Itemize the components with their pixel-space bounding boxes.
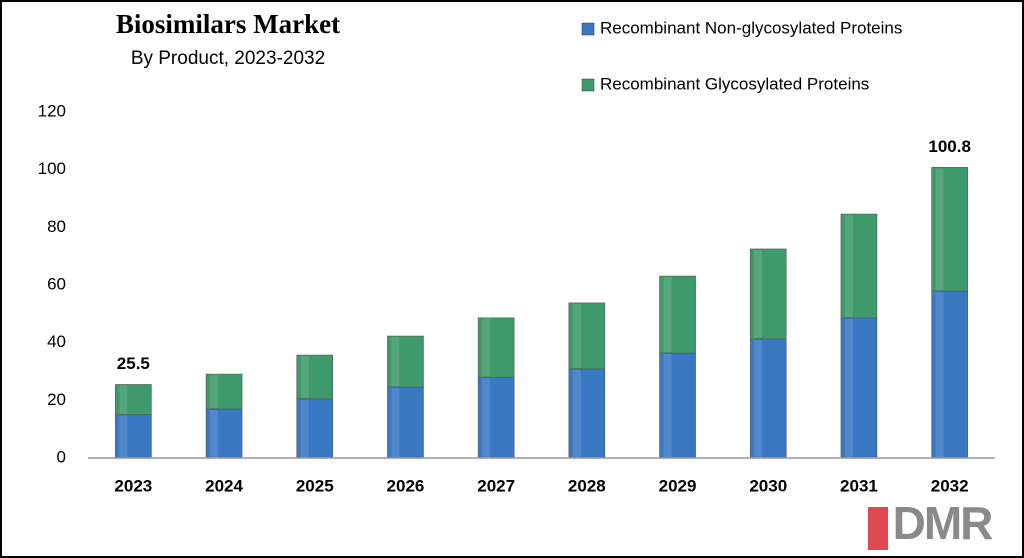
legend-label: Recombinant Non-glycosylated Proteins — [600, 18, 902, 37]
y-tick-label: 100 — [38, 159, 66, 178]
bar-shine — [935, 292, 944, 457]
chart-title: Biosimilars Market — [116, 9, 340, 39]
bar-segment — [477, 376, 515, 459]
bar-shine — [300, 399, 309, 457]
bar-shine — [482, 378, 491, 457]
bar-shine — [935, 168, 944, 291]
bar-shine — [663, 354, 672, 457]
bar-shine — [754, 249, 763, 338]
bar-shine — [210, 375, 219, 408]
bar-segment — [205, 373, 243, 410]
bar-shine — [300, 356, 309, 398]
logo: DMR — [893, 497, 994, 549]
x-tick-label: 2027 — [477, 476, 515, 495]
bar-segment — [387, 386, 424, 459]
x-tick-label: 2028 — [568, 476, 606, 495]
bar-segment — [659, 352, 696, 459]
x-tick-label: 2024 — [205, 476, 243, 495]
y-tick-label: 20 — [47, 390, 66, 409]
chart-subtitle: By Product, 2023-2032 — [131, 48, 325, 69]
bar-shine — [572, 303, 581, 368]
bar-segment — [387, 335, 424, 388]
bar-segment — [115, 384, 152, 416]
bar-segment — [840, 213, 878, 319]
legend-swatch — [581, 78, 595, 92]
x-tick-label: 2025 — [296, 476, 334, 495]
bar-shine — [572, 369, 581, 457]
bar-segment — [568, 368, 606, 459]
x-tick-label: 2032 — [931, 476, 969, 495]
bar-shine — [844, 318, 853, 457]
bar-shine — [119, 415, 128, 457]
bar-segment — [749, 248, 787, 340]
bar-shine — [119, 385, 128, 414]
bar-segment — [659, 275, 696, 354]
bar-shine — [210, 409, 219, 457]
x-tick-label: 2031 — [840, 476, 878, 495]
y-tick-label: 120 — [38, 101, 66, 120]
x-tick-label: 2029 — [659, 476, 697, 495]
legend-label: Recombinant Glycosylated Proteins — [600, 74, 869, 93]
bar-shine — [754, 339, 763, 457]
bar-segment — [568, 302, 606, 370]
y-tick-label: 0 — [57, 447, 66, 466]
x-tick-label: 2026 — [387, 476, 425, 495]
bar-shine — [391, 337, 400, 387]
bar-shine — [482, 318, 491, 377]
x-tick-label: 2030 — [749, 476, 787, 495]
data-label: 25.5 — [117, 354, 150, 373]
y-tick-label: 40 — [47, 332, 66, 351]
bar-segment — [931, 167, 968, 292]
logo-accent — [868, 507, 888, 550]
y-tick-label: 60 — [47, 274, 66, 293]
bar-shine — [391, 388, 400, 457]
bar-segment — [749, 338, 787, 459]
bar-segment — [296, 354, 334, 400]
bar-segment — [477, 317, 515, 378]
legend-swatch — [581, 22, 595, 36]
x-tick-label: 2023 — [114, 476, 152, 495]
bar-shine — [844, 215, 853, 317]
data-label: 100.8 — [928, 137, 971, 156]
y-tick-label: 80 — [47, 217, 66, 236]
bar-shine — [663, 277, 672, 353]
